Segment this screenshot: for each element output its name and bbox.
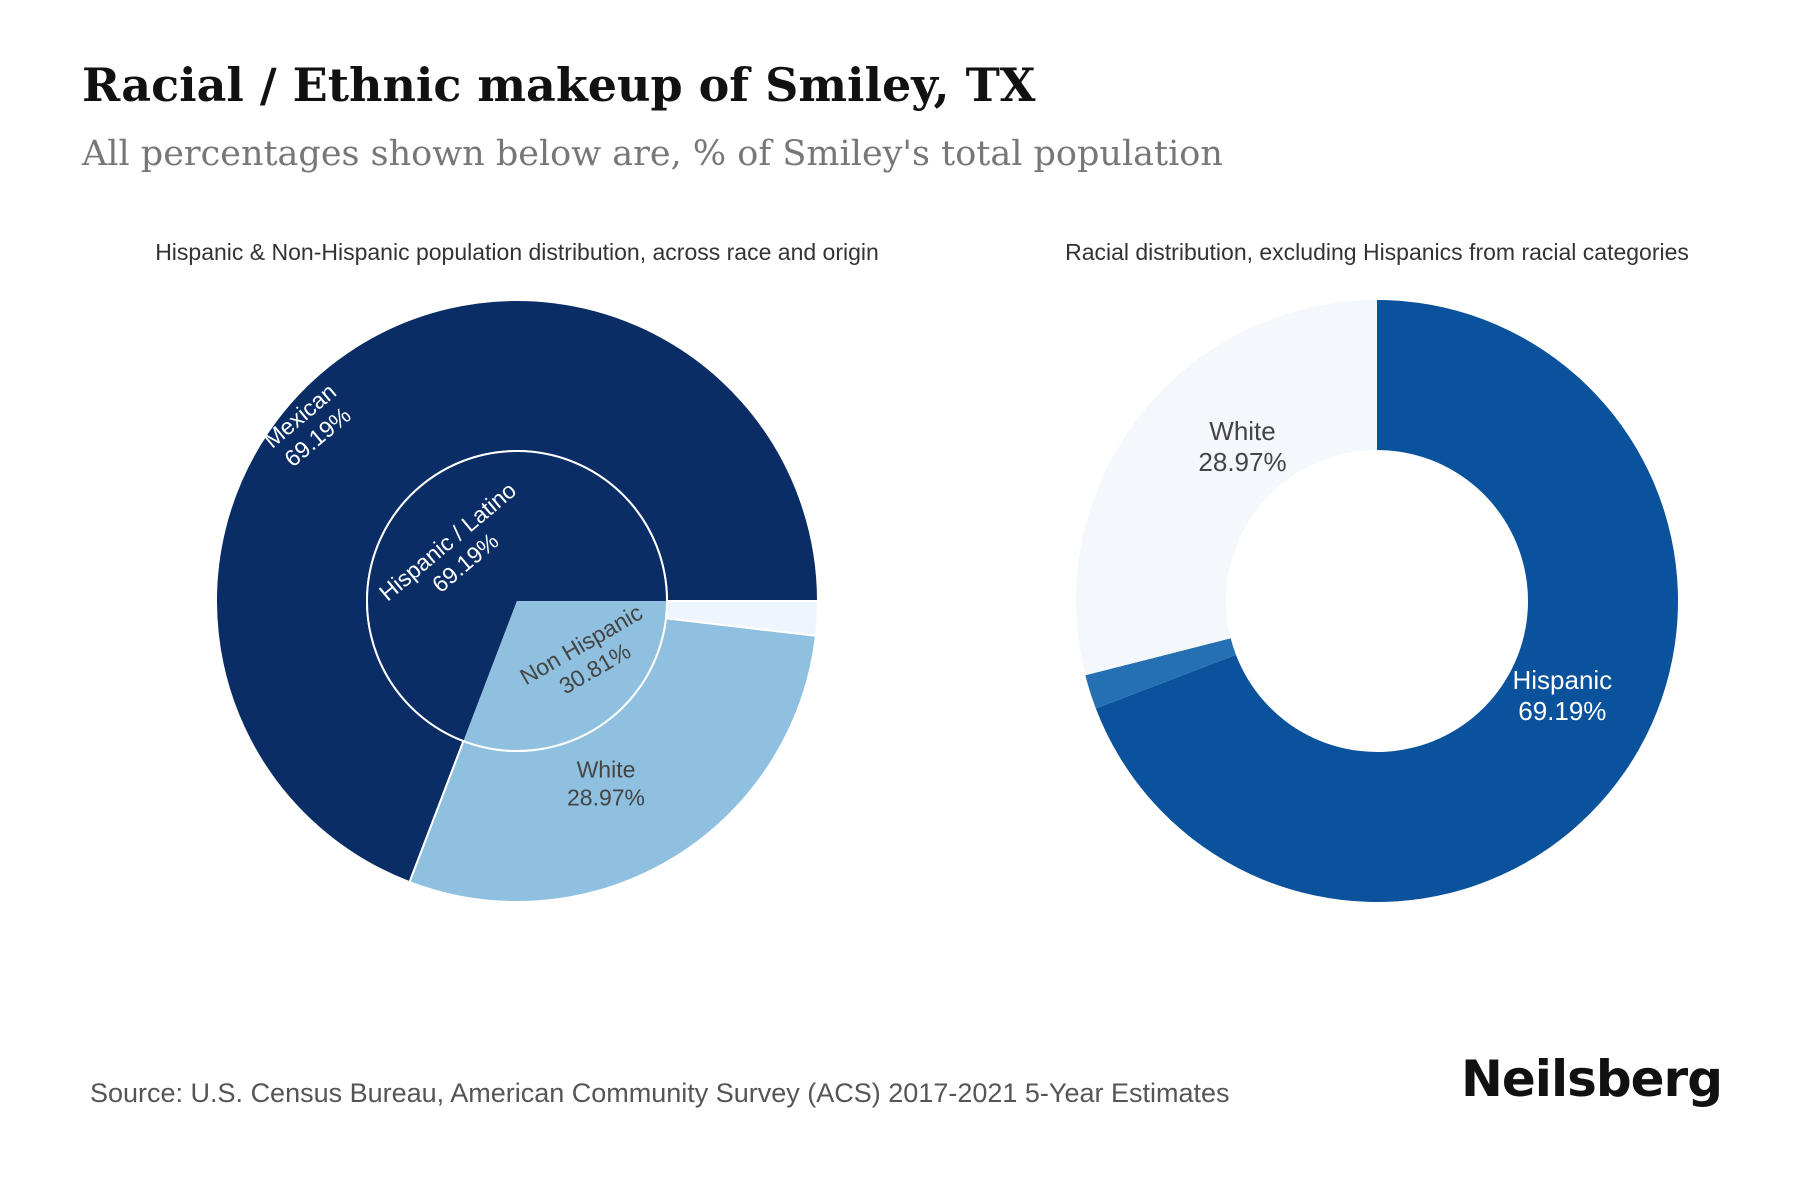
left-chart-title: Hispanic & Non-Hispanic population distr… [155,239,879,265]
outer-label-1: White 28.97% [567,757,645,811]
brand-logo: Neilsberg [1461,1050,1723,1108]
donut-label-0: Hispanic 69.19% [1512,665,1612,726]
left-pie-chart: Mexican69.19%White 28.97%Hispanic / Latin… [215,299,820,903]
donut-slice-2 [1076,300,1377,676]
chart-title: Racial / Ethnic makeup of Smiley, TX [82,58,1036,112]
source-note: Source: U.S. Census Bureau, American Com… [90,1078,1230,1108]
donut-label-2: White 28.97% [1198,416,1286,477]
right-donut-chart: Hispanic 69.19% White 28.97% [1076,300,1678,902]
inner-ring-border [366,450,668,752]
pie-slice-inner-0 [367,450,667,742]
donut-slice-0 [1095,300,1678,902]
chart-subtitle: All percentages shown below are, % of Sm… [82,134,1223,174]
donut-slice-1 [1085,638,1236,709]
right-chart-title: Racial distribution, excluding Hispanics… [1065,239,1689,265]
